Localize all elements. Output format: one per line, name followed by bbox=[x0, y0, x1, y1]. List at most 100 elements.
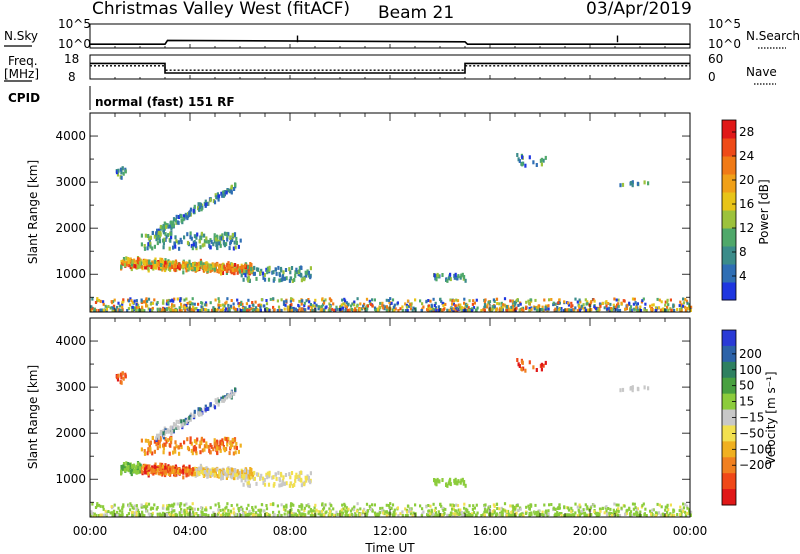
velocity-cell bbox=[174, 449, 177, 454]
velocity-cell bbox=[556, 511, 559, 514]
velocity-cell bbox=[384, 510, 387, 514]
power-cell bbox=[666, 305, 669, 309]
power-cell bbox=[122, 259, 125, 264]
velocity-cell bbox=[321, 509, 324, 513]
power-cell bbox=[127, 299, 130, 303]
power-cell bbox=[686, 306, 689, 310]
velocity-cell bbox=[399, 512, 402, 516]
power-cell bbox=[324, 306, 327, 310]
velocity-cell bbox=[222, 446, 226, 451]
power-cell bbox=[225, 232, 228, 237]
velocity-cell bbox=[199, 514, 202, 517]
velocity-cell bbox=[276, 504, 279, 508]
power-cell bbox=[249, 307, 253, 311]
power-cell bbox=[229, 189, 232, 194]
power-cell bbox=[203, 265, 206, 269]
power-cell bbox=[161, 267, 164, 272]
power-cell bbox=[164, 232, 167, 237]
velocity-cell bbox=[169, 504, 172, 508]
velocity-cell bbox=[295, 472, 298, 477]
power-cell bbox=[186, 263, 189, 268]
power-cell bbox=[414, 298, 417, 302]
power-cell bbox=[219, 303, 222, 307]
power-colorbar-segment bbox=[722, 246, 736, 265]
velocity-cell bbox=[420, 514, 423, 518]
power-cell bbox=[164, 264, 167, 269]
velocity-cell bbox=[214, 442, 218, 447]
power-cell bbox=[221, 193, 224, 198]
velocity-cell bbox=[200, 469, 203, 474]
power-cell bbox=[576, 300, 579, 304]
power-cell bbox=[151, 301, 155, 305]
velocity-cell bbox=[298, 512, 301, 516]
velocity-cell bbox=[294, 512, 297, 516]
velocity-cell bbox=[298, 510, 301, 514]
velocity-cell bbox=[245, 474, 248, 479]
velocity-cell bbox=[434, 506, 437, 510]
velocity-cell bbox=[405, 510, 409, 514]
power-cell bbox=[394, 307, 397, 311]
power-cell bbox=[373, 298, 376, 302]
velocity-cell bbox=[158, 441, 161, 446]
power-cell bbox=[684, 309, 687, 313]
power-cell bbox=[160, 308, 163, 312]
power-cell bbox=[455, 304, 458, 308]
power-cell bbox=[156, 241, 159, 246]
power-cell bbox=[456, 299, 460, 303]
velocity-cell bbox=[605, 505, 608, 509]
velocity-cell bbox=[134, 467, 137, 471]
velocity-cell bbox=[143, 451, 147, 456]
velocity-cell bbox=[203, 470, 206, 474]
power-cell bbox=[220, 266, 223, 271]
velocity-cell bbox=[249, 467, 252, 471]
power-cell bbox=[217, 305, 221, 309]
velocity-cell bbox=[679, 505, 682, 509]
velocity-cell bbox=[474, 513, 478, 517]
power-cell bbox=[158, 236, 161, 241]
power-cell bbox=[174, 235, 177, 240]
velocity-cell bbox=[186, 506, 189, 510]
power-cell bbox=[554, 307, 557, 311]
power-cell bbox=[421, 302, 424, 306]
velocity-cell bbox=[376, 512, 380, 516]
velocity-cell bbox=[473, 506, 476, 510]
velocity-cell bbox=[464, 483, 467, 488]
velocity-cell bbox=[567, 508, 571, 512]
power-colorbar-segment bbox=[722, 210, 736, 229]
velocity-cell bbox=[265, 472, 268, 477]
power-cell bbox=[233, 187, 236, 191]
power-cell bbox=[143, 309, 146, 313]
power-cell bbox=[225, 300, 228, 304]
velocity-cell bbox=[147, 502, 151, 506]
velocity-cell bbox=[241, 507, 244, 511]
power-cell bbox=[581, 306, 584, 310]
velocity-cell bbox=[500, 506, 503, 510]
velocity-cell bbox=[503, 502, 507, 506]
velocity-cell bbox=[366, 512, 369, 516]
power-cell bbox=[125, 256, 128, 261]
velocity-cell bbox=[284, 473, 288, 477]
power-cell bbox=[399, 307, 402, 311]
velocity-cell bbox=[678, 509, 681, 513]
power-cell bbox=[386, 307, 389, 310]
velocity-cell bbox=[242, 475, 246, 480]
power-cell bbox=[541, 308, 544, 312]
velocity-cell bbox=[280, 514, 283, 517]
power-cell bbox=[147, 266, 150, 271]
power-colorbar-segment bbox=[722, 120, 736, 139]
power-cell bbox=[655, 309, 658, 312]
power-cell bbox=[234, 263, 237, 267]
power-cell bbox=[401, 305, 404, 309]
velocity-cell bbox=[219, 441, 222, 446]
power-cell bbox=[245, 265, 248, 270]
power-cell bbox=[328, 302, 331, 306]
power-cell bbox=[189, 231, 192, 236]
velocity-cell bbox=[568, 513, 571, 517]
power-cell bbox=[96, 297, 99, 301]
velocity-cell bbox=[405, 508, 408, 512]
power-cell bbox=[360, 307, 364, 311]
velocity-cell bbox=[164, 465, 167, 470]
power-cell bbox=[294, 307, 297, 311]
power-cell bbox=[249, 270, 252, 275]
power-cell bbox=[615, 298, 618, 302]
